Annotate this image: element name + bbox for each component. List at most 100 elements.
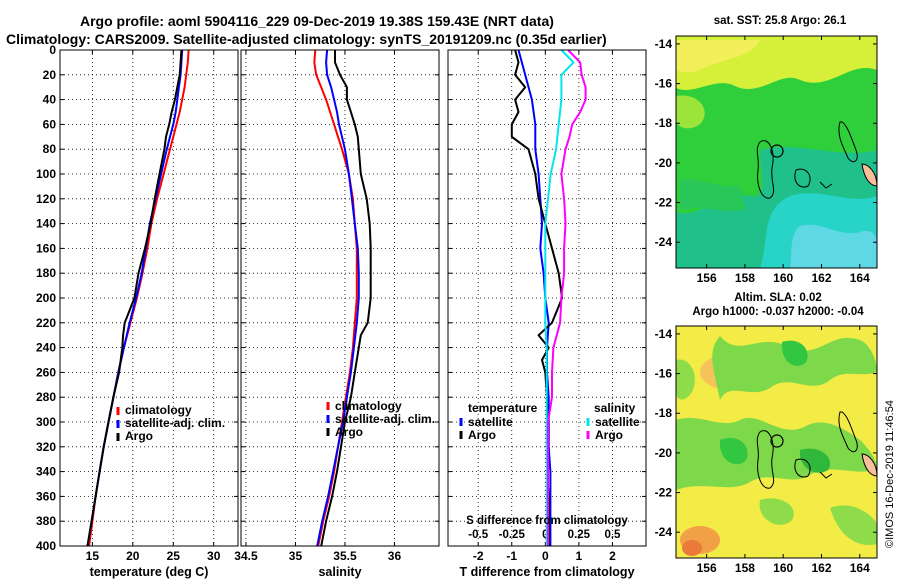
sla-map: Altim. SLA: 0.02 Argo h1000: -0.037 h200…: [655, 292, 878, 575]
temperature-axes-frame: [59, 49, 239, 547]
legend-label-climatology: climatology: [125, 403, 192, 417]
y-tick-label: 140: [36, 217, 56, 231]
x-tick-label: -1: [506, 549, 517, 563]
lat-tick-label: -20: [655, 446, 673, 460]
temperature-tick-labels: 15 20 25 30: [86, 549, 221, 563]
salinity-series: [313, 50, 372, 546]
x-tick-label: 2: [609, 549, 616, 563]
depth-tick-labels: 0 20 40 60 80 100 120 140 160 180 200 220 240 260 280 3…: [36, 43, 56, 553]
sla-low-patch: [719, 437, 748, 465]
lat-tick-label: -16: [655, 367, 673, 381]
legend-label-satellite: satellite-adj. clim.: [125, 416, 225, 430]
argo-float-marker: [770, 434, 784, 448]
lat-tick-label: -22: [655, 486, 673, 500]
x-tick-label: 15: [86, 549, 100, 563]
sla-map-title2: Argo h1000: -0.037 h2000: -0.04: [692, 306, 864, 318]
salinity-legend: climatology satellite-adj. clim. Argo: [326, 399, 435, 439]
lon-tick-label: 158: [735, 561, 755, 575]
x-tick-label: 0: [542, 549, 549, 563]
credit-text: ©IMOS 16-Dec-2019 11:46:54: [884, 400, 896, 548]
y-tick-label: 260: [36, 365, 56, 379]
sst-map-title: sat. SST: 25.8 Argo: 26.1: [714, 15, 847, 27]
lon-tick-label: 156: [697, 271, 717, 285]
s-tick-label: -0.25: [499, 529, 526, 541]
series-line-s-argo: [547, 50, 587, 546]
salinity-xlabel: salinity: [318, 565, 361, 579]
y-tick-label: 180: [36, 266, 56, 280]
reef-outline: [819, 181, 833, 189]
reef-outline: [838, 411, 858, 453]
series-line-argo: [320, 50, 372, 546]
sla-low-band: [676, 417, 877, 490]
s-tick-label: 0.25: [568, 529, 591, 541]
lat-tick-label: -18: [655, 406, 673, 420]
y-tick-label: 380: [36, 514, 56, 528]
lat-tick-label: -16: [655, 77, 673, 91]
salinity-axes-frame: [240, 49, 440, 547]
y-tick-label: 300: [36, 415, 56, 429]
sla-high-patch: [682, 540, 702, 556]
temperature-series: [86, 50, 190, 546]
sst-mid-patch: [680, 179, 746, 211]
y-tick-label: 60: [43, 117, 57, 131]
difference-grid: [448, 50, 646, 546]
sst-reef-contours: [756, 121, 858, 199]
temperature-ticks: [60, 49, 238, 547]
sla-map-ticks: 156 158 160 162 164 -14 -16 -18 -20 -22 -24: [655, 326, 877, 575]
argo-float-marker: [770, 144, 784, 158]
difference-series: [510, 50, 587, 546]
legend-label-climatology: climatology: [335, 399, 402, 413]
sst-warm-patch: [676, 40, 760, 73]
y-tick-label: 220: [36, 316, 56, 330]
salinity-ticks: [241, 49, 439, 547]
lon-tick-label: 162: [811, 561, 831, 575]
lat-tick-label: -22: [655, 196, 673, 210]
sla-low-patch: [676, 359, 695, 400]
reef-outline: [794, 168, 811, 188]
sst-map: sat. SST: 25.8 Argo: 26.1 156 158 160 162 16…: [655, 15, 878, 285]
x-tick-label: -2: [473, 549, 484, 563]
difference-panel: -2 -1 0 1 2 -0.5 -0.25 0 0.25 0.5 T difference f…: [447, 49, 647, 579]
y-tick-label: 240: [36, 341, 56, 355]
sst-coldest-area: [790, 224, 877, 268]
lat-tick-label: -20: [655, 156, 673, 170]
sst-field: [676, 36, 877, 268]
lat-tick-label: -14: [655, 327, 673, 341]
sla-low-patch: [781, 340, 808, 366]
y-tick-label: 80: [43, 142, 57, 156]
sla-field: [676, 326, 877, 558]
series-line-satellite-adj-clim-: [316, 50, 360, 546]
x-tick-label: 20: [126, 549, 140, 563]
temperature-legend: climatology satellite-adj. clim. Argo: [116, 403, 225, 443]
temperature-panel: 0 20 40 60 80 100 120 140 160 180 200 220 240 260 280 3…: [36, 43, 239, 579]
y-tick-label: 20: [43, 68, 57, 82]
lat-tick-label: -14: [655, 37, 673, 51]
y-tick-label: 320: [36, 440, 56, 454]
y-tick-label: 0: [49, 43, 56, 57]
series-line-climatology: [313, 50, 358, 546]
y-tick-label: 160: [36, 241, 56, 255]
lon-tick-label: 160: [773, 561, 793, 575]
x-tick-label: 1: [576, 549, 583, 563]
t-difference-xlabel: T difference from climatology: [459, 565, 634, 579]
temperature-xlabel: temperature (deg C): [90, 565, 209, 579]
figure-title-line2: Climatology: CARS2009. Satellite-adjuste…: [6, 31, 607, 47]
salinity-grid: [241, 50, 439, 546]
s-tick-label: -0.5: [468, 529, 488, 541]
legend-label-s-argo: Argo: [595, 428, 623, 442]
y-tick-label: 100: [36, 167, 56, 181]
difference-axes-frame: [447, 49, 647, 547]
sla-low-patch: [759, 498, 794, 525]
series-line-s-satellite: [544, 50, 575, 546]
reef-outline: [838, 121, 858, 163]
figure-title-line1: Argo profile: aoml 5904116_229 09-Dec-20…: [80, 13, 554, 29]
y-tick-label: 200: [36, 291, 56, 305]
s-tick-label: 0.5: [604, 529, 621, 541]
sla-low-patch: [830, 505, 877, 545]
sla-low-band: [712, 336, 877, 400]
sla-low-patch: [799, 448, 831, 473]
legend-label-argo: Argo: [335, 425, 363, 439]
reef-outline: [794, 458, 811, 478]
legend-label-t-satellite: satellite: [468, 415, 513, 429]
